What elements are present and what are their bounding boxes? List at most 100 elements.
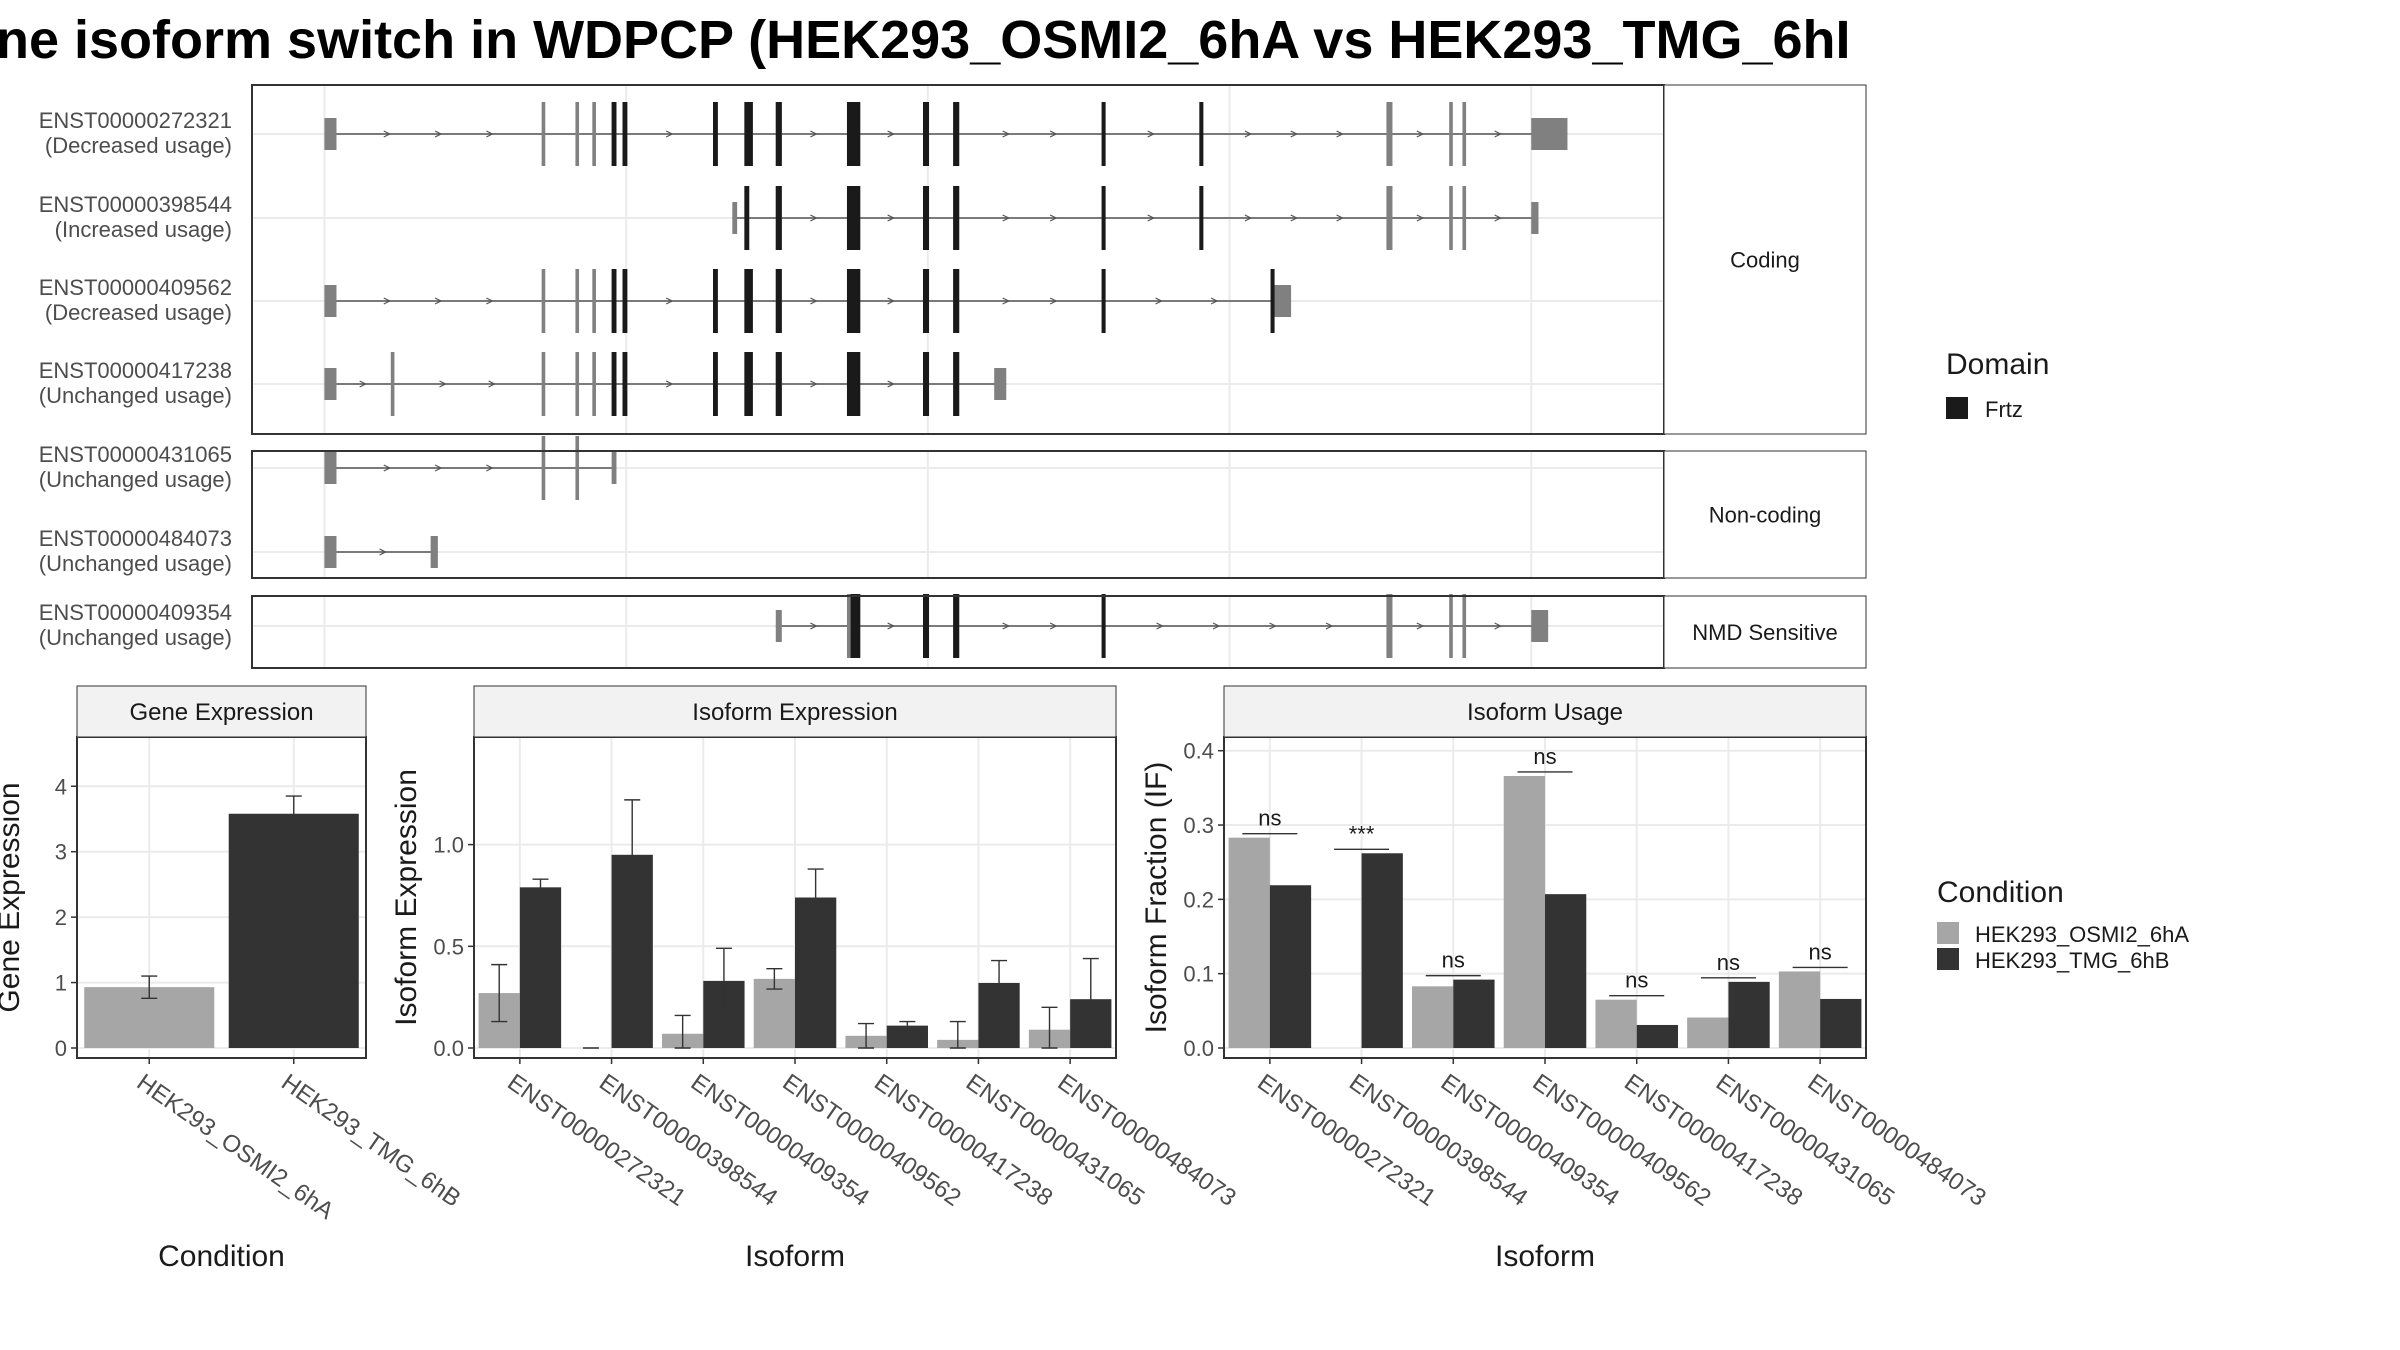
direction-arrow: [810, 130, 818, 138]
direction-arrow: [1336, 214, 1344, 222]
domain-frtz: [775, 102, 782, 166]
domain-frtz: [775, 352, 782, 416]
exon: [1462, 594, 1467, 658]
x-axis-title: Isoform: [1495, 1240, 1595, 1273]
direction-arrow: [383, 464, 392, 472]
direction-arrow: [665, 130, 674, 138]
y-axis-title: Gene Expression: [0, 782, 26, 1012]
direction-arrow: [1049, 130, 1058, 138]
transcript-id-label: ENST00000398544: [39, 192, 232, 217]
direction-arrow: [1212, 622, 1221, 630]
domain-frtz: [775, 269, 782, 333]
domain-frtz: [775, 186, 782, 250]
condition-legend-label: HEK293_TMG_6hB: [1975, 948, 2169, 973]
transcript-id-label: ENST00000409354: [39, 600, 232, 625]
bar: [1595, 999, 1637, 1048]
direction-arrow: [383, 130, 392, 138]
transcript-id-label: ENST00000431065: [39, 442, 232, 467]
domain-frtz: [713, 352, 718, 416]
bar: [1412, 986, 1454, 1048]
direction-arrow: [1325, 622, 1334, 630]
exon: [846, 594, 851, 658]
domain-frtz: [611, 269, 617, 333]
bar: [1503, 775, 1545, 1048]
direction-arrow: [486, 297, 494, 305]
exon: [1386, 186, 1393, 250]
panel-title: Gene Expression: [129, 699, 313, 726]
error-bar: [1082, 957, 1099, 1041]
exon: [1531, 610, 1549, 642]
y-tick-label: 0.0: [1183, 1036, 1214, 1061]
direction-arrow: [887, 380, 895, 388]
direction-arrow: [1002, 297, 1011, 305]
bar: [1687, 1017, 1729, 1048]
y-tick-label: 0.5: [433, 934, 464, 959]
direction-arrow: [1244, 214, 1253, 222]
condition-legend-label: HEK293_OSMI2_6hA: [1975, 922, 2189, 947]
x-axis-title: Isoform: [745, 1240, 845, 1273]
condition-legend-title: Condition: [1937, 876, 2064, 909]
direction-arrow: [1269, 622, 1277, 630]
direction-arrow: [1416, 622, 1425, 630]
domain-frtz: [744, 269, 753, 333]
domain-frtz: [1101, 269, 1106, 333]
direction-arrow: [1494, 622, 1503, 630]
exon: [324, 368, 337, 400]
transcript-ENST00000272321: ENST00000272321(Decreased usage): [39, 102, 1664, 166]
panel-title: Isoform Expression: [692, 699, 897, 726]
direction-arrow: [379, 548, 387, 556]
direction-arrow: [665, 297, 674, 305]
condition-legend-swatch: [1937, 922, 1959, 944]
error-bar: [858, 1022, 875, 1049]
domain-frtz: [622, 352, 628, 416]
exon: [1449, 102, 1453, 166]
exon: [324, 536, 337, 568]
domain-frtz: [1199, 186, 1204, 250]
error-bar: [491, 963, 508, 1023]
y-tick-label: 0: [55, 1036, 67, 1061]
direction-arrow: [1416, 214, 1425, 222]
bar: [1269, 885, 1312, 1048]
y-tick-label: 0.0: [433, 1036, 464, 1061]
bar: [886, 1025, 928, 1048]
direction-arrow: [439, 380, 447, 388]
domain-legend-swatch: [1946, 397, 1968, 419]
exon: [1449, 186, 1453, 250]
domain-frtz: [923, 186, 930, 250]
domain-frtz: [622, 102, 628, 166]
transcript-usage-label: (Decreased usage): [45, 133, 232, 158]
bar: [228, 813, 359, 1048]
direction-arrow: [1244, 130, 1253, 138]
exon: [1531, 118, 1568, 150]
exon: [324, 285, 337, 317]
bar: [753, 978, 795, 1048]
facet-strip-label: Coding: [1730, 248, 1800, 273]
facet-strip-label: NMD Sensitive: [1692, 620, 1837, 645]
domain-frtz: [846, 352, 861, 416]
panel-title: Isoform Usage: [1467, 699, 1623, 726]
transcript-id-label: ENST00000272321: [39, 108, 232, 133]
exon: [994, 368, 1007, 400]
direction-arrow: [383, 297, 392, 305]
transcript-usage-label: (Unchanged usage): [39, 383, 232, 408]
exon: [541, 352, 546, 416]
exon: [430, 536, 438, 568]
direction-arrow: [887, 622, 895, 630]
direction-arrow: [488, 380, 496, 388]
direction-arrow: [810, 622, 818, 630]
exon: [575, 269, 580, 333]
exon: [1531, 202, 1539, 234]
significance-label: ***: [1349, 821, 1375, 846]
direction-arrow: [434, 130, 443, 138]
direction-arrow: [1002, 622, 1011, 630]
exon: [541, 436, 546, 500]
domain-frtz: [846, 269, 861, 333]
bar: [1228, 837, 1270, 1048]
facet-strip: [1663, 450, 1867, 579]
domain-frtz: [923, 594, 930, 658]
exon: [575, 352, 580, 416]
significance-label: ns: [1625, 968, 1648, 993]
error-bar: [1041, 1006, 1058, 1049]
direction-arrow: [1156, 622, 1164, 630]
domain-frtz: [1101, 594, 1106, 658]
